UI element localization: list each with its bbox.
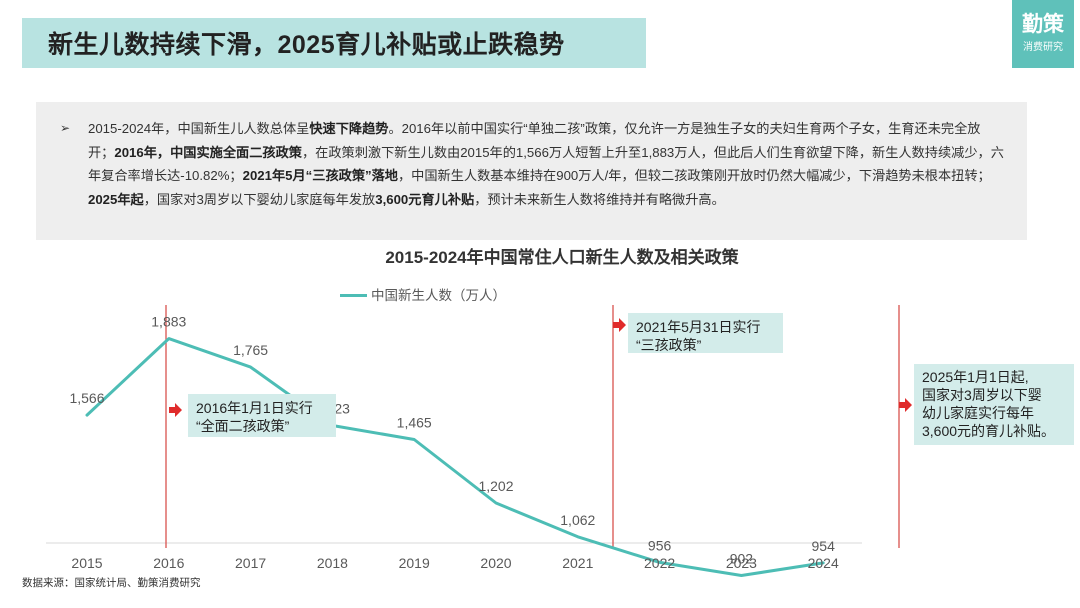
x-tick-labels: 2015 2016 2017 2018 2019 2020 2021 2022 2023 2024 (71, 555, 839, 571)
logo-main-text: 勤策 (1022, 13, 1064, 36)
data-label-2017: 1,765 (233, 342, 268, 358)
series-group (85, 337, 825, 577)
summary-segment: 。2016年以前中国实行“单独二孩”政策，仅允许一方是独生子女的夫妇生育两个子女… (88, 121, 981, 160)
x-tick-2020: 2020 (480, 555, 511, 571)
summary-segment: ，在政策刺激下新生儿数由2015年的1,566万人短暂上升至1,883万人，但此… (88, 144, 1004, 184)
annotation-2025-line-3: 幼儿家庭实行每年 (922, 405, 1034, 421)
x-tick-2015: 2015 (71, 555, 102, 571)
arrow-right-icon (613, 318, 626, 332)
summary-highlight: 2021年5月“三孩政策”落地 (242, 168, 398, 184)
data-label-2024: 954 (812, 538, 836, 554)
annotation-2025-line-2: 国家对3周岁以下婴 (922, 387, 1042, 403)
data-label-2020: 1,202 (478, 478, 513, 494)
annotation-2025: 2025年1月1日起, 国家对3周岁以下婴 幼儿家庭实行每年 3,600元的育儿… (914, 364, 1074, 445)
x-tick-2023: 2023 (726, 555, 757, 571)
annotation-2021: 2021年5月31日实行 “三孩政策” (628, 313, 783, 353)
arrow-right-icon (169, 403, 182, 417)
x-tick-2022: 2022 (644, 555, 675, 571)
annotation-2016-line-2: “全面二孩政策” (196, 418, 290, 434)
data-label-2021: 1,062 (560, 512, 595, 528)
summary-highlight: 快速下降趋势 (309, 121, 389, 136)
x-tick-2019: 2019 (399, 555, 430, 571)
data-label-2016: 1,883 (151, 314, 186, 330)
x-tick-2016: 2016 (153, 555, 184, 571)
x-tick-2021: 2021 (562, 555, 593, 571)
summary-text: 2015-2024年，中国新生儿人数总体呈快速下降趋势。2016年以前中国实行“… (88, 117, 1005, 211)
summary-highlight: 2016年，中国实施全面二孩政策 (114, 144, 302, 160)
series-line-newborns (85, 337, 825, 577)
annotation-2025-line-4: 3,600元的育儿补贴。 (922, 423, 1056, 439)
bullet-arrow-icon: ➢ (60, 121, 71, 135)
chart-title: 2015-2024年中国常住人口新生人数及相关政策 (385, 247, 739, 267)
legend-label: 中国新生人数（万人） (371, 288, 506, 303)
data-label-2019: 1,465 (397, 415, 432, 431)
summary-segment: 2015-2024年，中国新生儿人数总体呈 (88, 121, 310, 136)
arrow-right-icon (899, 398, 912, 412)
title-banner: 新生儿数持续下滑，2025育儿补贴或止跌稳势 (22, 18, 646, 68)
annotation-2016: 2016年1月1日实行 “全面二孩政策” (188, 394, 336, 437)
summary-segment: ，预计未来新生人数将维持并有略微升高。 (474, 191, 725, 207)
annotation-2021-line-2: “三孩政策” (636, 337, 702, 353)
x-tick-2017: 2017 (235, 555, 266, 571)
annotation-2021-line-1: 2021年5月31日实行 (636, 319, 761, 335)
annotation-arrows (169, 318, 912, 417)
x-tick-2018: 2018 (317, 555, 348, 571)
data-labels: 1,5661,8831,7651,5231,4651,2021,06295690… (69, 314, 835, 567)
summary-box: ➢ 2015-2024年，中国新生儿人数总体呈快速下降趋势。2016年以前中国实… (36, 102, 1027, 240)
data-label-2023: 902 (730, 551, 754, 567)
data-label-2015: 1,566 (69, 390, 104, 406)
data-label-2022: 956 (648, 537, 672, 553)
x-tick-2024: 2024 (808, 555, 839, 571)
page-title: 新生儿数持续下滑，2025育儿补贴或止跌稳势 (48, 31, 565, 59)
chart-legend: 中国新生人数（万人） (340, 288, 506, 303)
summary-segment: ，国家对3周岁以下婴幼儿家庭每年发放 (143, 191, 376, 207)
summary-highlight: 3,600元育儿补贴 (375, 191, 475, 207)
annotation-2025-line-1: 2025年1月1日起, (922, 369, 1029, 385)
annotation-2016-line-1: 2016年1月1日实行 (196, 400, 313, 416)
summary-segment: ，中国新生人数基本维持在900万人/年，但较二孩政策刚开放时仍然大幅减少，下滑趋… (397, 168, 991, 184)
brand-logo: 勤策 消费研究 (1012, 0, 1074, 68)
summary-highlight: 2025年起 (88, 191, 144, 207)
policy-lines (165, 305, 900, 548)
data-source: 数据来源：国家统计局、勤策消费研究 (22, 577, 201, 589)
logo-sub-text: 消费研究 (1023, 42, 1063, 53)
